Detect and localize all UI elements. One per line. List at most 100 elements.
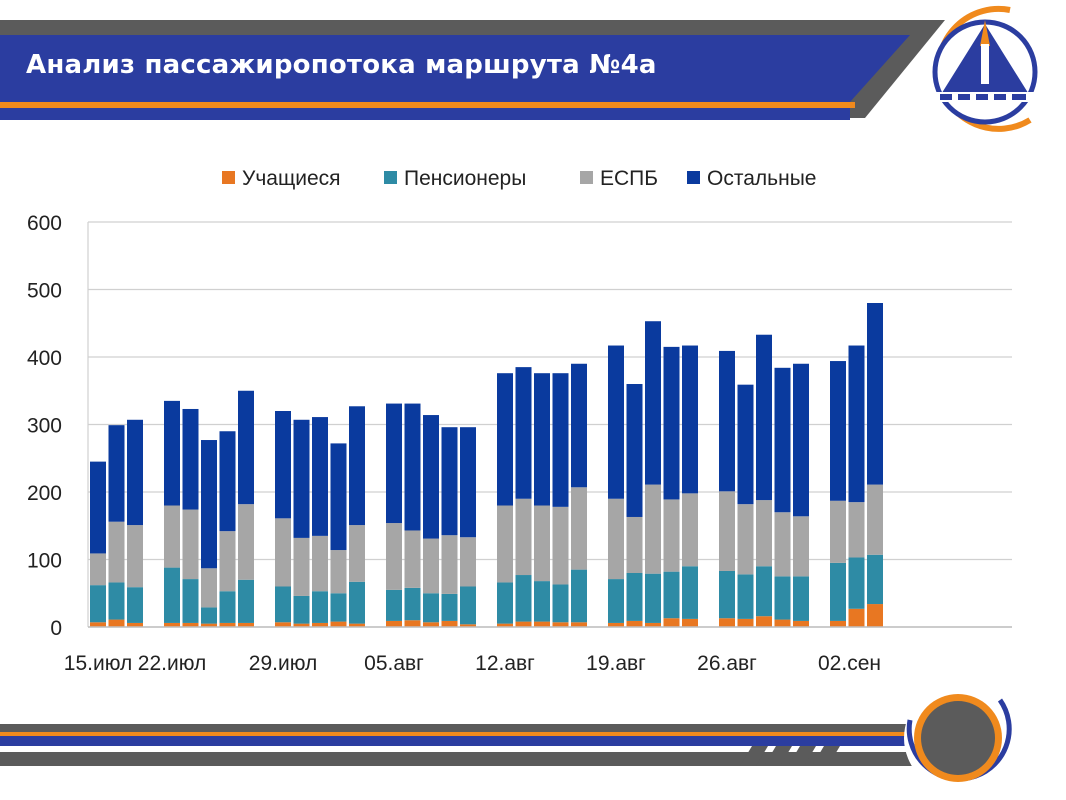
bar-segment-espb xyxy=(534,505,550,582)
bar-segment-others xyxy=(90,461,106,554)
bar-segment-students xyxy=(404,620,421,627)
bar-segment-others xyxy=(127,419,143,526)
legend-swatch-pensioners xyxy=(384,171,397,184)
bar-segment-students xyxy=(645,622,661,627)
bar-segment-others xyxy=(386,403,402,524)
footer-decoration xyxy=(0,684,1012,792)
legend-label: Учащиеся xyxy=(242,167,341,190)
bar-segment-espb xyxy=(386,523,402,590)
bar-segment-students xyxy=(552,622,569,627)
bar-segment-espb xyxy=(275,518,291,587)
bar-segment-pensioners xyxy=(460,586,476,625)
banner-blue-band xyxy=(0,35,910,102)
bar-segment-students xyxy=(793,620,809,627)
bar-segment-pensioners xyxy=(423,593,439,623)
bar-segment-pensioners xyxy=(626,573,643,621)
bar-segment-pensioners xyxy=(552,584,569,623)
bar-segment-others xyxy=(534,373,550,506)
y-tick-label: 300 xyxy=(27,415,62,438)
bar-segment-espb xyxy=(182,509,199,580)
x-axis: 15.июл 22.июл 29.июл 05.авг 12.авг 19.авг 26.а… xyxy=(64,626,1012,675)
bar-segment-others xyxy=(219,431,236,532)
legend-swatch-espb xyxy=(580,171,593,184)
legend-label: ЕСПБ xyxy=(600,167,658,190)
bar-segment-pensioners xyxy=(571,569,587,623)
bar-segment-espb xyxy=(552,506,569,585)
bar-segment-others xyxy=(238,390,254,505)
bar-segment-students xyxy=(127,622,143,627)
bar-segment-espb xyxy=(737,504,754,575)
bar-segment-students xyxy=(201,623,217,627)
bar-segment-pensioners xyxy=(404,587,421,621)
bar-segment-students xyxy=(756,616,772,627)
bar-segment-pensioners xyxy=(127,587,143,623)
bar-segment-students xyxy=(441,620,458,627)
bar-segment-others xyxy=(404,403,421,531)
bar-segment-pensioners xyxy=(719,570,735,619)
bar-segment-espb xyxy=(164,505,180,568)
x-tick-label: 15.июл xyxy=(64,652,132,675)
bar-segment-espb xyxy=(682,493,698,567)
bar-segment-others xyxy=(830,361,846,501)
bar-segment-espb xyxy=(219,531,236,592)
y-tick-label: 600 xyxy=(27,212,62,235)
y-tick-label: 400 xyxy=(27,347,62,370)
bar-segment-others xyxy=(608,345,624,499)
bar-segment-pensioners xyxy=(645,573,661,623)
bar-segment-students xyxy=(626,620,643,627)
bar-segment-students xyxy=(108,619,125,627)
bar-segment-espb xyxy=(571,487,587,570)
bar-segment-pensioners xyxy=(497,582,513,624)
bar-segment-pensioners xyxy=(793,576,809,621)
bar-segment-others xyxy=(182,408,199,510)
bar-segment-students xyxy=(830,620,846,627)
bar-segment-students xyxy=(90,622,106,627)
bar-segment-pensioners xyxy=(219,591,236,623)
bar-segment-others xyxy=(330,443,347,551)
bar-segment-pensioners xyxy=(682,566,698,619)
bar-segment-espb xyxy=(330,550,347,594)
bar-segment-students xyxy=(663,618,680,627)
bar-segment-pensioners xyxy=(848,557,865,609)
bar-segment-espb xyxy=(867,484,883,555)
bar-segment-others xyxy=(552,373,569,507)
bar-segment-students xyxy=(423,622,439,627)
bar-segment-students xyxy=(774,619,791,627)
bar-segment-espb xyxy=(238,504,254,580)
bar-segment-pensioners xyxy=(830,562,846,621)
x-tick-label: 19.авг xyxy=(586,652,646,675)
bar-segment-pensioners xyxy=(349,581,365,624)
legend-swatch-others xyxy=(687,171,700,184)
bar-segment-others xyxy=(719,350,735,492)
bar-segment-espb xyxy=(793,516,809,577)
bar-segment-students xyxy=(312,622,328,627)
bar-segment-others xyxy=(682,345,698,494)
bar-segment-students xyxy=(682,618,698,627)
bar-segment-pensioners xyxy=(238,579,254,623)
bar-segment-espb xyxy=(108,521,125,583)
bar-segment-students xyxy=(848,608,865,627)
bar-segment-espb xyxy=(719,491,735,571)
bar-segment-students xyxy=(737,618,754,627)
bar-segment-others xyxy=(460,427,476,538)
bar-segment-students xyxy=(608,622,624,627)
bar-segment-pensioners xyxy=(867,554,883,605)
banner-bottom-blue xyxy=(0,108,850,120)
bar-segment-pensioners xyxy=(534,581,550,622)
bar-segment-espb xyxy=(663,499,680,572)
bar-segment-students xyxy=(867,604,883,627)
bar-segment-pensioners xyxy=(441,593,458,621)
bar-segment-espb xyxy=(497,505,513,583)
bar-segment-students xyxy=(349,623,365,627)
bar-segment-espb xyxy=(441,535,458,594)
bar-segment-espb xyxy=(626,516,643,573)
bar-segment-espb xyxy=(423,538,439,594)
bar-segment-others xyxy=(497,373,513,506)
bar-segment-others xyxy=(515,367,532,499)
bar-segment-pensioners xyxy=(90,585,106,623)
bar-segment-others xyxy=(793,363,809,517)
y-tick-label: 100 xyxy=(27,550,62,573)
bar-segment-students xyxy=(330,621,347,627)
bar-segment-students xyxy=(182,622,199,627)
bar-segment-students xyxy=(164,622,180,627)
